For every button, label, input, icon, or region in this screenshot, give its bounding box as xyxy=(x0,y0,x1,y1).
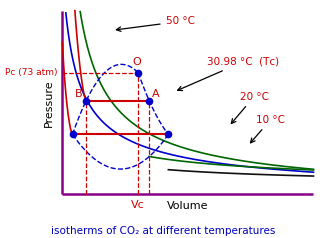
Text: A: A xyxy=(152,89,160,99)
Text: 50 °C: 50 °C xyxy=(116,16,195,31)
Text: Pressure: Pressure xyxy=(43,80,53,127)
Text: 10 °C: 10 °C xyxy=(250,115,285,143)
Text: 30.98 °C  (Tᴄ): 30.98 °C (Tᴄ) xyxy=(178,57,279,91)
Text: Pᴄ (73 atm): Pᴄ (73 atm) xyxy=(5,68,57,77)
Text: isotherms of CO₂ at different temperatures: isotherms of CO₂ at different temperatur… xyxy=(51,226,275,236)
Text: O: O xyxy=(132,56,141,66)
Text: 20 °C: 20 °C xyxy=(231,92,269,124)
Text: B: B xyxy=(75,89,82,99)
Text: Vᴄ: Vᴄ xyxy=(131,200,145,210)
Text: Volume: Volume xyxy=(167,201,208,211)
